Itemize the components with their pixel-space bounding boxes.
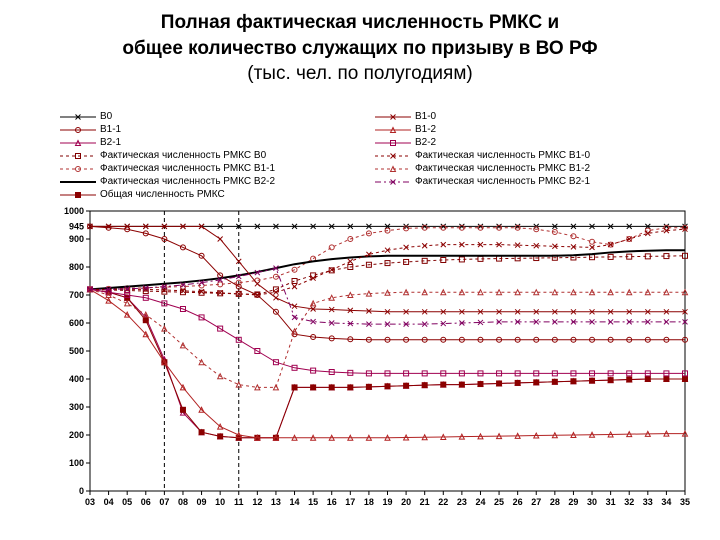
legend-item: Фактическая численность РМКС В0 [60,149,375,162]
svg-text:13: 13 [271,497,281,507]
legend-swatch [60,164,96,174]
legend-label: В2-2 [415,136,436,149]
legend-item: В0 [60,110,375,123]
legend-label: В1-1 [100,123,121,136]
legend-item: Фактическая численность РМКС В2-1 [375,175,690,188]
svg-text:18: 18 [364,497,374,507]
svg-text:700: 700 [69,290,84,300]
legend-item: В1-0 [375,110,690,123]
svg-text:300: 300 [69,402,84,412]
legend-swatch [375,112,411,122]
legend-label: В0 [100,110,112,123]
svg-text:23: 23 [457,497,467,507]
legend-item: Фактическая численность РМКС В1-1 [60,162,375,175]
legend-item: В1-1 [60,123,375,136]
svg-text:500: 500 [69,346,84,356]
legend-label: Фактическая численность РМКС В0 [100,149,266,162]
svg-text:32: 32 [624,497,634,507]
legend-label: Общая численность РМКС [100,188,225,201]
plot-svg: 0 100 200 300 400 500 600 700 800 900 1000 945 03 04 0… [60,201,690,521]
svg-text:04: 04 [104,497,114,507]
svg-text:08: 08 [178,497,188,507]
svg-text:33: 33 [643,497,653,507]
svg-text:19: 19 [382,497,392,507]
svg-text:21: 21 [420,497,430,507]
svg-text:100: 100 [69,458,84,468]
svg-text:12: 12 [252,497,262,507]
svg-text:16: 16 [327,497,337,507]
legend-swatch [60,125,96,135]
legend-label: Фактическая численность РМКС В1-2 [415,162,590,175]
legend-item: Фактическая численность РМКС В1-2 [375,162,690,175]
legend: В0В1-1В2-1Фактическая численность РМКС В… [60,110,690,201]
svg-text:14: 14 [290,497,300,507]
svg-text:400: 400 [69,374,84,384]
svg-text:800: 800 [69,262,84,272]
svg-text:11: 11 [234,497,244,507]
legend-swatch [375,164,411,174]
svg-text:0: 0 [79,486,84,496]
legend-label: В2-1 [100,136,121,149]
legend-swatch [375,177,411,187]
legend-item: Фактическая численность РМКС В1-0 [375,149,690,162]
svg-text:34: 34 [661,497,671,507]
legend-swatch [375,138,411,148]
svg-text:22: 22 [438,497,448,507]
chart-area: В0В1-1В2-1Фактическая численность РМКС В… [60,110,690,520]
legend-label: Фактическая численность РМКС В1-1 [100,162,275,175]
legend-item: Общая численность РМКС [60,188,375,201]
svg-text:600: 600 [69,318,84,328]
legend-swatch [60,190,96,200]
svg-text:900: 900 [69,234,84,244]
svg-text:945: 945 [69,221,84,231]
svg-text:31: 31 [606,497,616,507]
svg-text:17: 17 [345,497,355,507]
legend-swatch [375,125,411,135]
svg-text:25: 25 [494,497,504,507]
svg-text:28: 28 [550,497,560,507]
legend-item: В2-2 [375,136,690,149]
legend-label: Фактическая численность РМКС В2-1 [415,175,590,188]
svg-text:200: 200 [69,430,84,440]
chart-subtitle: (тыс. чел. по полугодиям) [0,63,720,85]
svg-text:1000: 1000 [64,206,84,216]
legend-label: В1-0 [415,110,436,123]
legend-swatch [60,177,96,187]
legend-swatch [375,151,411,161]
legend-swatch [60,151,96,161]
legend-label: Фактическая численность РМКС В2-2 [100,175,275,188]
svg-text:29: 29 [568,497,578,507]
svg-text:03: 03 [85,497,95,507]
svg-text:05: 05 [122,497,132,507]
svg-text:27: 27 [531,497,541,507]
svg-text:26: 26 [513,497,523,507]
svg-text:10: 10 [215,497,225,507]
legend-swatch [60,112,96,122]
legend-item: В1-2 [375,123,690,136]
legend-item: В2-1 [60,136,375,149]
chart-title: Полная фактическая численность РМКС и об… [0,0,720,61]
svg-text:30: 30 [587,497,597,507]
svg-text:15: 15 [308,497,318,507]
legend-label: В1-2 [415,123,436,136]
svg-text:07: 07 [159,497,169,507]
svg-text:09: 09 [197,497,207,507]
svg-text:06: 06 [141,497,151,507]
svg-text:20: 20 [401,497,411,507]
svg-text:35: 35 [680,497,690,507]
svg-text:24: 24 [475,497,485,507]
legend-item: Фактическая численность РМКС В2-2 [60,175,375,188]
legend-label: Фактическая численность РМКС В1-0 [415,149,590,162]
legend-swatch [60,138,96,148]
